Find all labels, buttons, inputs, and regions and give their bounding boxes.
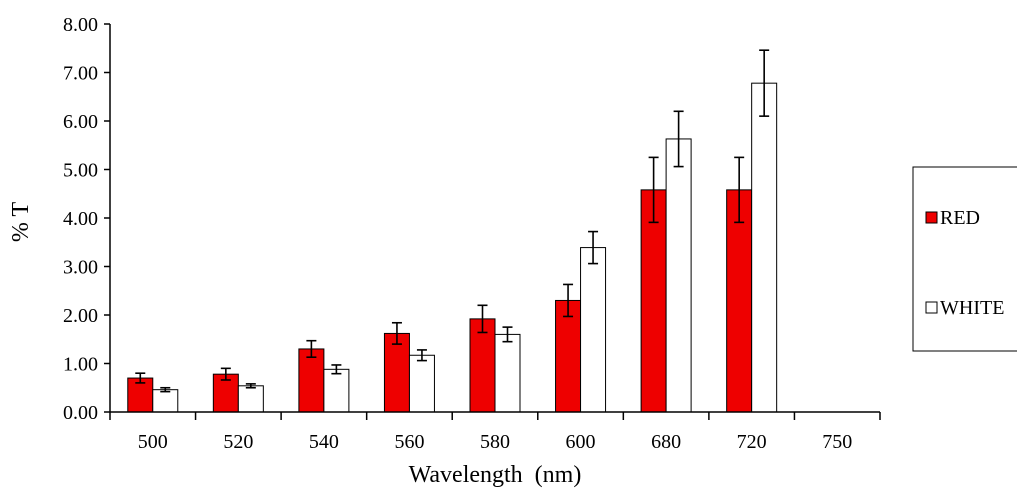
bar-white [323, 368, 350, 413]
bar-white [494, 333, 521, 413]
x-axis: 500 520 540 560 580 600 680 720 750 [109, 411, 881, 453]
x-axis-title: Wavelength (nm) [409, 462, 582, 488]
x-tick-label: 560 [394, 431, 424, 453]
bar-white [580, 247, 607, 413]
y-axis: 0.00 1.00 2.00 3.00 4.00 5.00 6.00 7.00 8.00 [63, 14, 111, 424]
bar-red [640, 189, 667, 413]
bar-white [152, 389, 179, 413]
bar-red [127, 377, 154, 413]
x-tick-label: 750 [822, 431, 852, 453]
legend-swatch-white [925, 301, 938, 314]
legend-swatch-red [925, 211, 938, 224]
bar-red [726, 189, 753, 413]
bar-white [237, 385, 264, 413]
bar-white [408, 354, 435, 413]
x-tick-label: 520 [223, 431, 253, 453]
bar-red [298, 348, 325, 413]
bar-red [555, 299, 582, 413]
y-tick-label: 0.00 [63, 402, 98, 424]
y-tick-label: 3.00 [63, 257, 98, 279]
y-tick-label: 7.00 [63, 63, 98, 85]
x-tick-label: 580 [480, 431, 510, 453]
x-tick-label: 500 [138, 431, 168, 453]
x-tick-label: 540 [309, 431, 339, 453]
y-tick-label: 1.00 [63, 354, 98, 376]
bar-white [665, 138, 692, 413]
bar-red [383, 332, 410, 413]
legend-label-white: WHITE [940, 297, 1004, 319]
legend: RED WHITE [912, 166, 1017, 352]
x-tick-label: 600 [566, 431, 596, 453]
y-tick-label: 2.00 [63, 305, 98, 327]
legend-label-red: RED [940, 207, 980, 229]
bar-white [751, 82, 778, 413]
y-tick-label: 4.00 [63, 208, 98, 230]
y-axis-title: % T [8, 202, 34, 243]
legend-frame [912, 166, 1017, 352]
y-tick-label: 6.00 [63, 111, 98, 133]
y-tick-label: 8.00 [63, 14, 98, 36]
x-tick-label: 720 [737, 431, 767, 453]
y-tick-label: 5.00 [63, 160, 98, 182]
x-tick-label: 680 [651, 431, 681, 453]
plot-area [127, 49, 778, 413]
